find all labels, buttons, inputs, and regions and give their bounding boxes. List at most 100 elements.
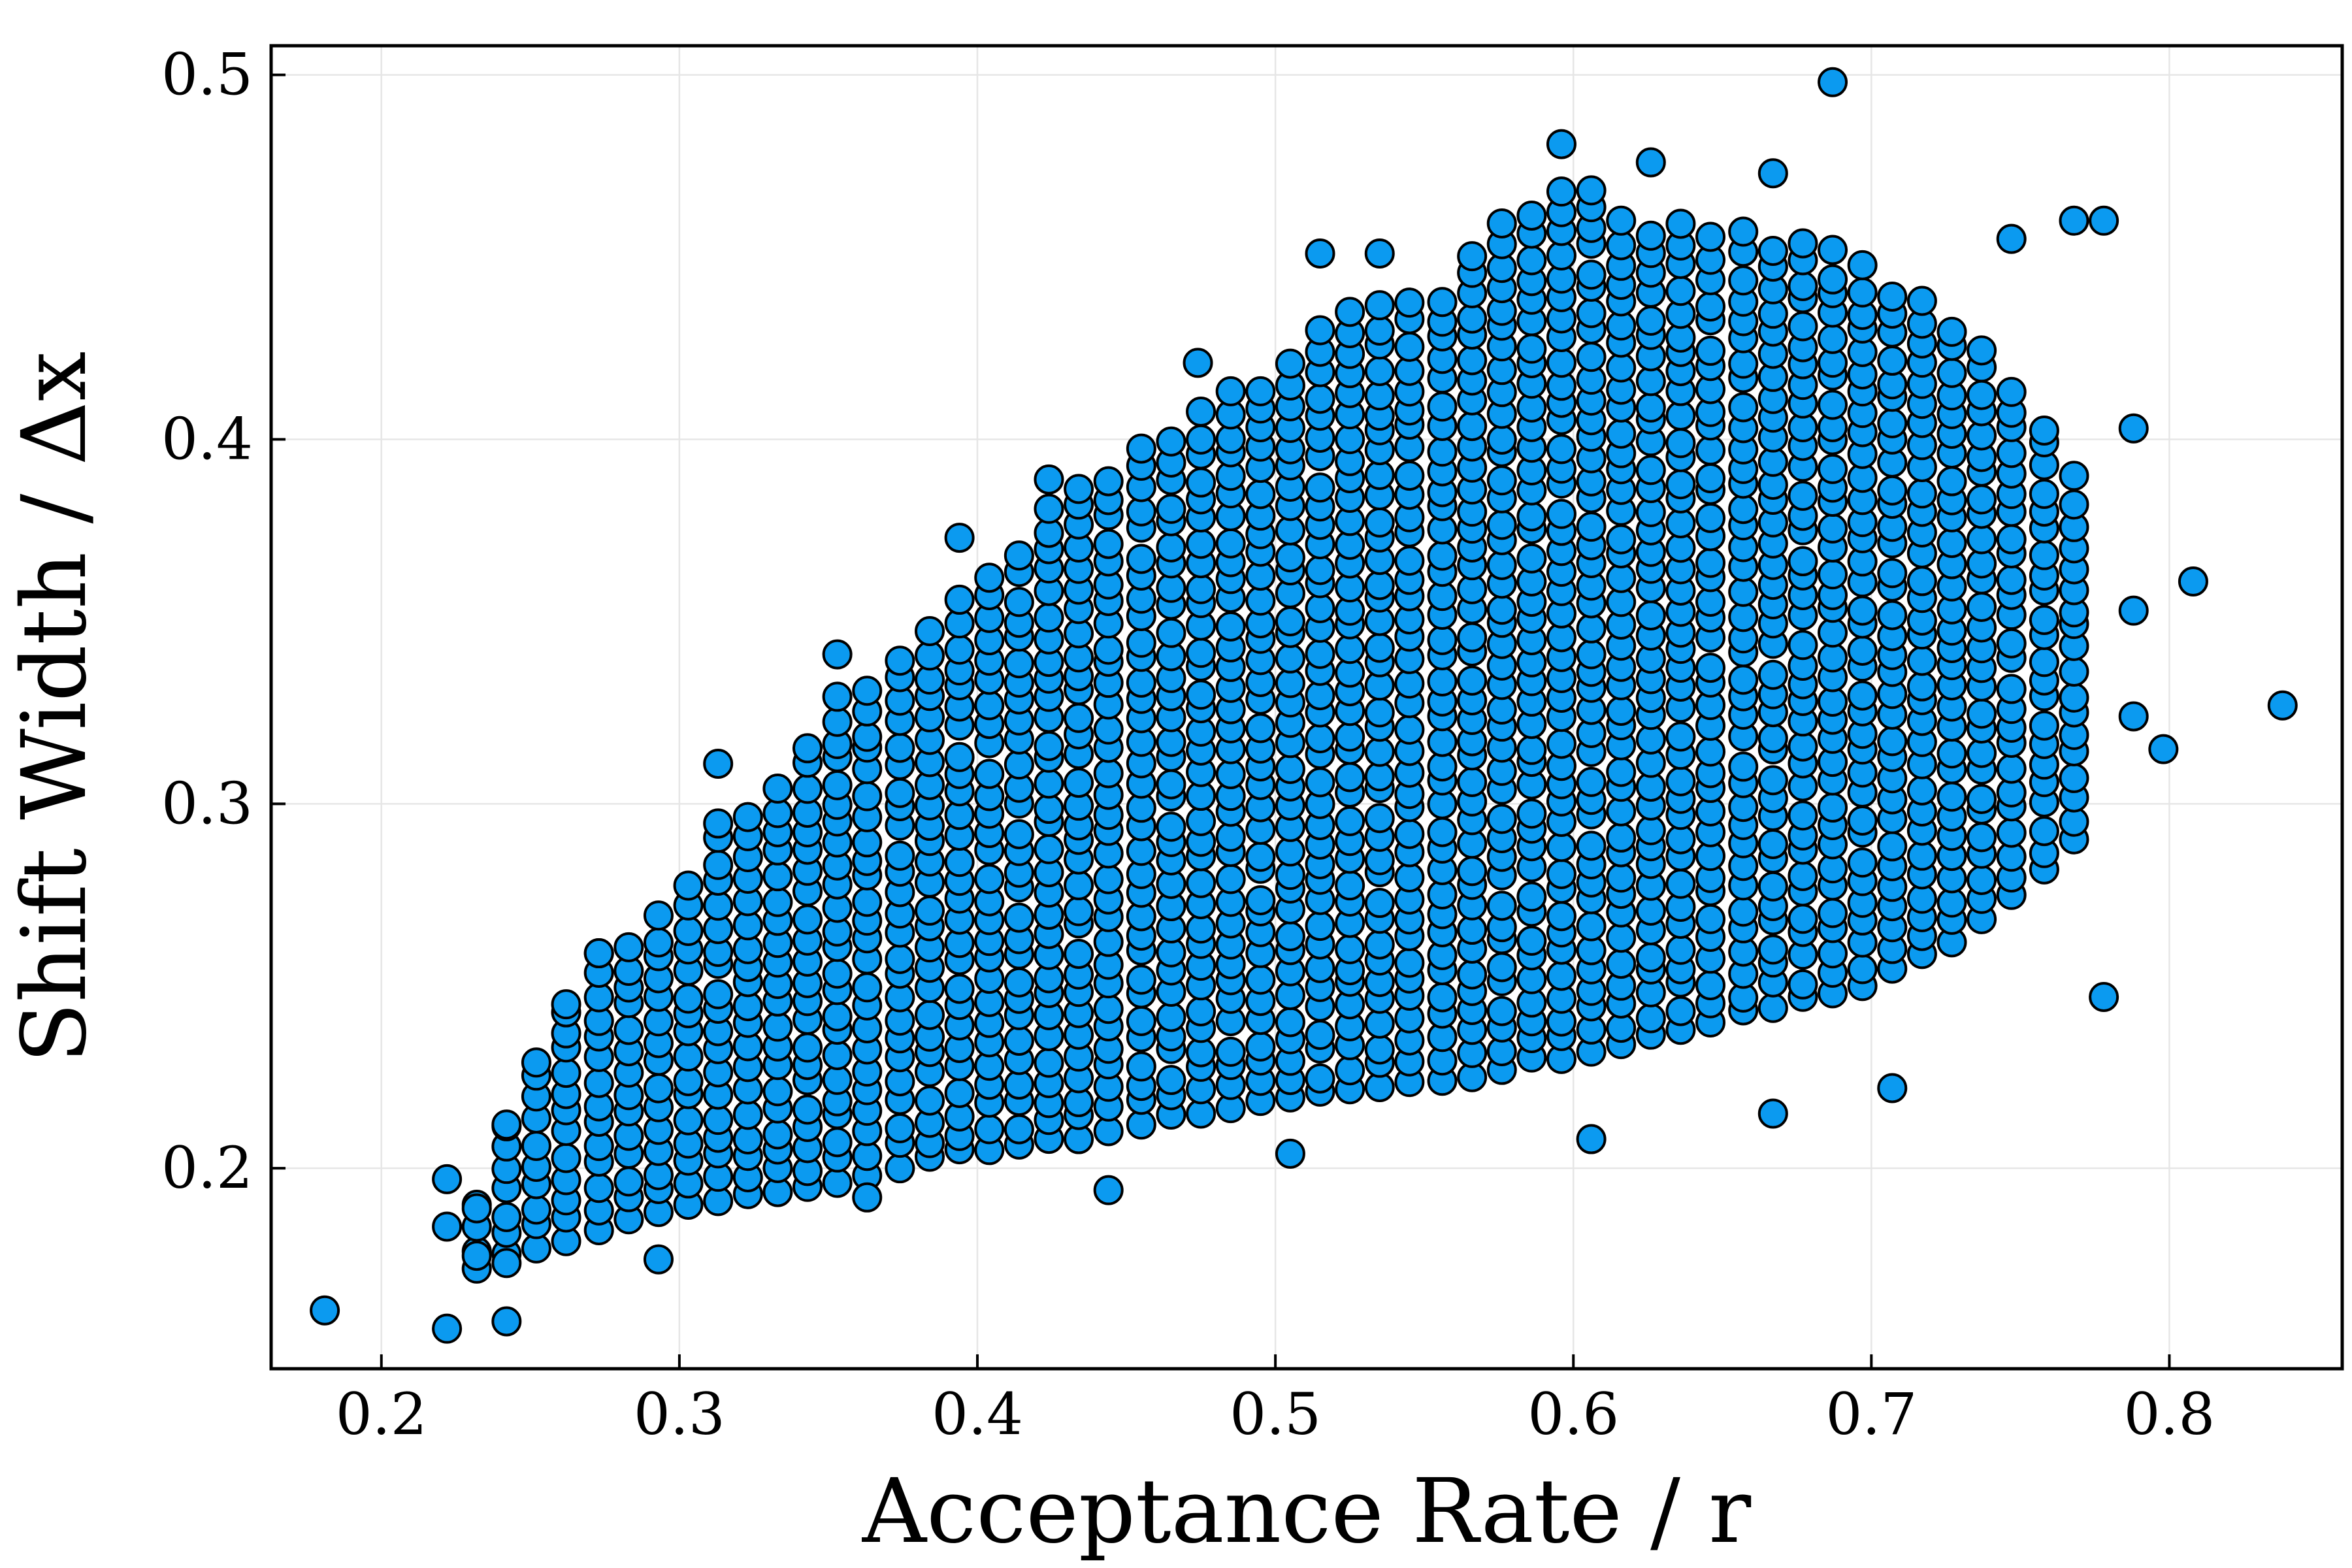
- data-point: [1457, 303, 1488, 334]
- data-point: [792, 1094, 823, 1125]
- data-point: [1818, 792, 1848, 823]
- data-point: [852, 676, 883, 706]
- data-point: [1427, 817, 1458, 847]
- data-point: [1906, 286, 1937, 316]
- data-point: [521, 1131, 551, 1162]
- data-point: [852, 1182, 883, 1213]
- data-point: [1877, 726, 1908, 757]
- data-point: [2029, 415, 2059, 446]
- data-point: [1215, 864, 1246, 894]
- data-point: [1394, 947, 1425, 978]
- data-point: [1576, 830, 1607, 861]
- x-axis-label: Acceptance Rate / r: [862, 1460, 1752, 1563]
- data-point: [1516, 543, 1547, 574]
- data-point: [1877, 281, 1908, 312]
- data-point: [1215, 528, 1246, 559]
- data-point: [1245, 585, 1276, 616]
- data-point: [1967, 484, 1997, 515]
- data-point: [1156, 532, 1186, 563]
- data-point: [643, 927, 674, 958]
- data-point: [1394, 819, 1425, 849]
- data-point: [1427, 982, 1458, 1013]
- data-point: [1457, 241, 1488, 272]
- data-point: [1156, 617, 1186, 648]
- data-point: [1757, 1098, 1788, 1129]
- data-point: [1576, 342, 1607, 372]
- data-point: [2148, 734, 2179, 764]
- data-point: [1457, 345, 1488, 376]
- data-point: [1305, 1063, 1335, 1094]
- data-point: [1606, 822, 1637, 853]
- data-point: [1635, 600, 1666, 630]
- data-point: [1516, 881, 1547, 912]
- data-point: [1364, 316, 1395, 346]
- data-point: [1788, 311, 1818, 342]
- data-point: [1093, 529, 1124, 559]
- data-point: [2029, 710, 2059, 741]
- data-point: [1486, 952, 1517, 983]
- data-point: [1335, 1055, 1365, 1086]
- data-point: [1064, 870, 1094, 900]
- data-point: [1364, 570, 1395, 600]
- data-point: [1275, 1138, 1305, 1169]
- y-tick-label: 0.3: [161, 770, 253, 837]
- y-tick-label: 0.4: [161, 405, 253, 472]
- x-tick-label: 0.6: [1527, 1380, 1619, 1448]
- data-point: [1576, 1124, 1607, 1154]
- data-point: [2059, 489, 2089, 520]
- data-point: [1665, 721, 1696, 752]
- data-point: [1847, 680, 1878, 711]
- data-point: [703, 748, 734, 779]
- data-point: [521, 1047, 551, 1078]
- data-point: [1064, 474, 1094, 504]
- data-point: [1818, 264, 1848, 295]
- data-point: [1093, 758, 1124, 789]
- data-point: [1305, 1019, 1335, 1050]
- data-point: [1996, 376, 2027, 407]
- data-point: [1156, 493, 1186, 524]
- data-point: [1126, 627, 1156, 658]
- data-point: [1457, 767, 1488, 798]
- data-point: [852, 1141, 883, 1171]
- data-point: [1364, 290, 1395, 321]
- data-point: [1996, 628, 2027, 659]
- data-point: [1996, 674, 2027, 704]
- data-point: [1906, 566, 1937, 596]
- data-point: [1757, 723, 1788, 753]
- data-point: [1457, 856, 1488, 887]
- data-point: [1183, 348, 1213, 378]
- x-tick-label: 0.3: [634, 1380, 725, 1448]
- data-point: [1126, 667, 1156, 698]
- data-point: [1936, 738, 1967, 769]
- data-point: [2059, 461, 2089, 491]
- data-point: [2029, 604, 2059, 635]
- data-point: [2089, 981, 2119, 1012]
- data-point: [1757, 659, 1788, 690]
- data-point: [974, 759, 1005, 789]
- data-point: [915, 895, 945, 926]
- data-point: [1757, 871, 1788, 902]
- data-point: [1457, 411, 1488, 442]
- data-point: [1427, 287, 1458, 318]
- data-point: [1996, 564, 2027, 595]
- data-point: [1364, 929, 1395, 960]
- data-point: [2118, 595, 2149, 626]
- data-point: [944, 742, 975, 772]
- data-point: [1186, 806, 1217, 836]
- data-point: [1606, 563, 1637, 593]
- data-point: [1728, 664, 1759, 695]
- data-point: [1906, 775, 1937, 806]
- data-point: [2267, 690, 2298, 721]
- data-point: [1967, 591, 1997, 622]
- data-point: [1906, 645, 1937, 676]
- data-point: [551, 989, 581, 1020]
- data-point: [1427, 436, 1458, 467]
- data-point: [1818, 642, 1848, 673]
- data-point: [1486, 804, 1517, 834]
- data-point: [1335, 762, 1365, 792]
- data-point: [1427, 666, 1458, 697]
- data-point: [1847, 595, 1878, 626]
- data-point: [822, 1168, 853, 1198]
- data-point: [432, 1164, 463, 1194]
- data-point: [1967, 822, 1997, 853]
